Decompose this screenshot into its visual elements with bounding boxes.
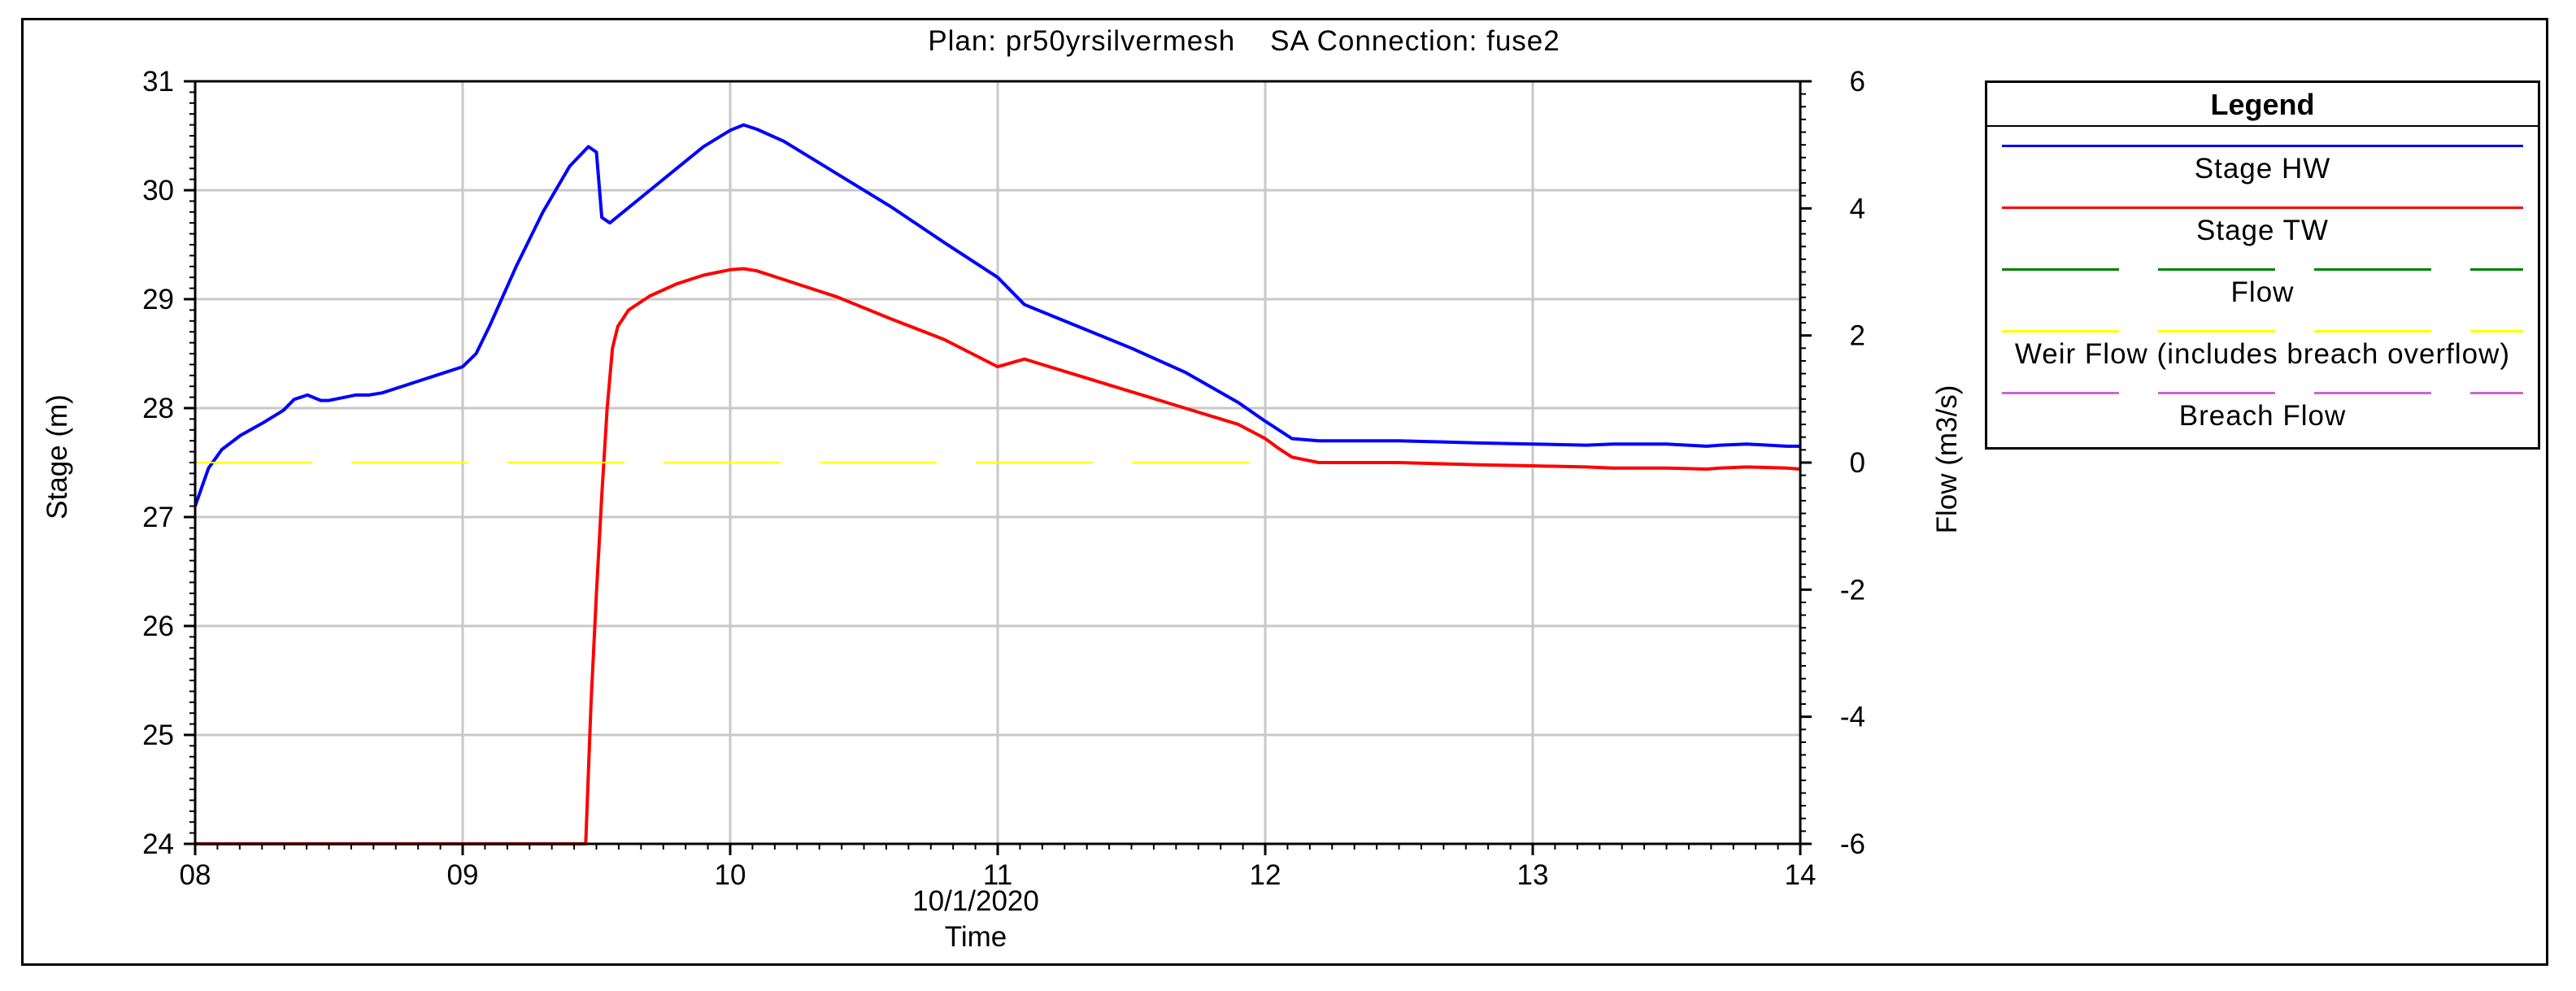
chart-frame (21, 18, 2548, 966)
chart-title: Plan: pr50yrsilvermesh SA Connection: fu… (928, 25, 1560, 57)
x-axis-date-label: 10/1/2020 (912, 885, 1039, 917)
y-tick-label: 31 (142, 66, 174, 98)
x-tick-label: 14 (1785, 859, 1817, 891)
legend-swatch-weir-flow-includes-breach-overflow (2002, 330, 2523, 333)
legend-entry-breach-flow: Breach Flow (1987, 392, 2538, 454)
legend-swatch-breach-flow (2002, 392, 2523, 394)
x-tick-label: 08 (180, 859, 211, 891)
x-tick-label: 12 (1250, 859, 1281, 891)
legend-label-weir-flow-includes-breach-overflow: Weir Flow (includes breach overflow) (2014, 338, 2511, 370)
legend-label-breach-flow: Breach Flow (2178, 400, 2347, 432)
legend-swatch-stage-tw (2002, 206, 2523, 209)
legend-label-stage-tw: Stage TW (2196, 215, 2329, 246)
y2-axis-label: Flow (m3/s) (1931, 385, 1963, 534)
y2-tick-label: -2 (1840, 574, 1865, 606)
legend-entry-flow: Flow (1987, 268, 2538, 330)
y-tick-label: 29 (142, 284, 174, 315)
legend-label-flow: Flow (2230, 276, 2295, 308)
legend: Legend Stage HW Stage TW Flow Weir Flow (in… (1985, 80, 2540, 450)
x-tick-label: 13 (1517, 859, 1549, 891)
series-line-stage-tw (195, 267, 1801, 845)
y-axis-label: Stage (m) (41, 394, 73, 519)
legend-label-stage-hw: Stage HW (2194, 153, 2331, 185)
y2-tick-label: 6 (1850, 66, 1865, 98)
y-tick-label: 27 (142, 502, 174, 533)
legend-swatch-flow (2002, 268, 2523, 271)
series-line-stage-hw (194, 123, 1800, 507)
series-layer (194, 123, 1801, 845)
y-tick-label: 30 (142, 175, 174, 206)
plot-area-border (194, 80, 1802, 845)
y2-tick-label: -4 (1840, 702, 1865, 733)
x-tick-label: 11 (983, 859, 1012, 891)
y2-tick-label: -6 (1840, 828, 1865, 860)
legend-entry-weir-flow-includes-breach-overflow: Weir Flow (includes breach overflow) (1987, 330, 2538, 392)
y-tick-label: 26 (142, 611, 174, 642)
y2-tick-label: 4 (1850, 193, 1865, 224)
x-axis-label: Time (945, 921, 1007, 953)
y-tick-label: 24 (142, 828, 174, 860)
x-tick-label: 09 (447, 859, 479, 891)
legend-title: Legend (1987, 83, 2538, 127)
y2-tick-label: 2 (1850, 320, 1865, 352)
legend-entry-stage-hw: Stage HW (1987, 145, 2538, 206)
grid (195, 81, 1800, 844)
legend-entry-stage-tw: Stage TW (1987, 206, 2538, 268)
legend-swatch-stage-hw (2002, 145, 2523, 147)
y-tick-label: 28 (142, 393, 174, 424)
x-tick-label: 10 (715, 859, 746, 891)
y-tick-label: 25 (142, 719, 174, 751)
y2-tick-label: 0 (1850, 447, 1865, 479)
